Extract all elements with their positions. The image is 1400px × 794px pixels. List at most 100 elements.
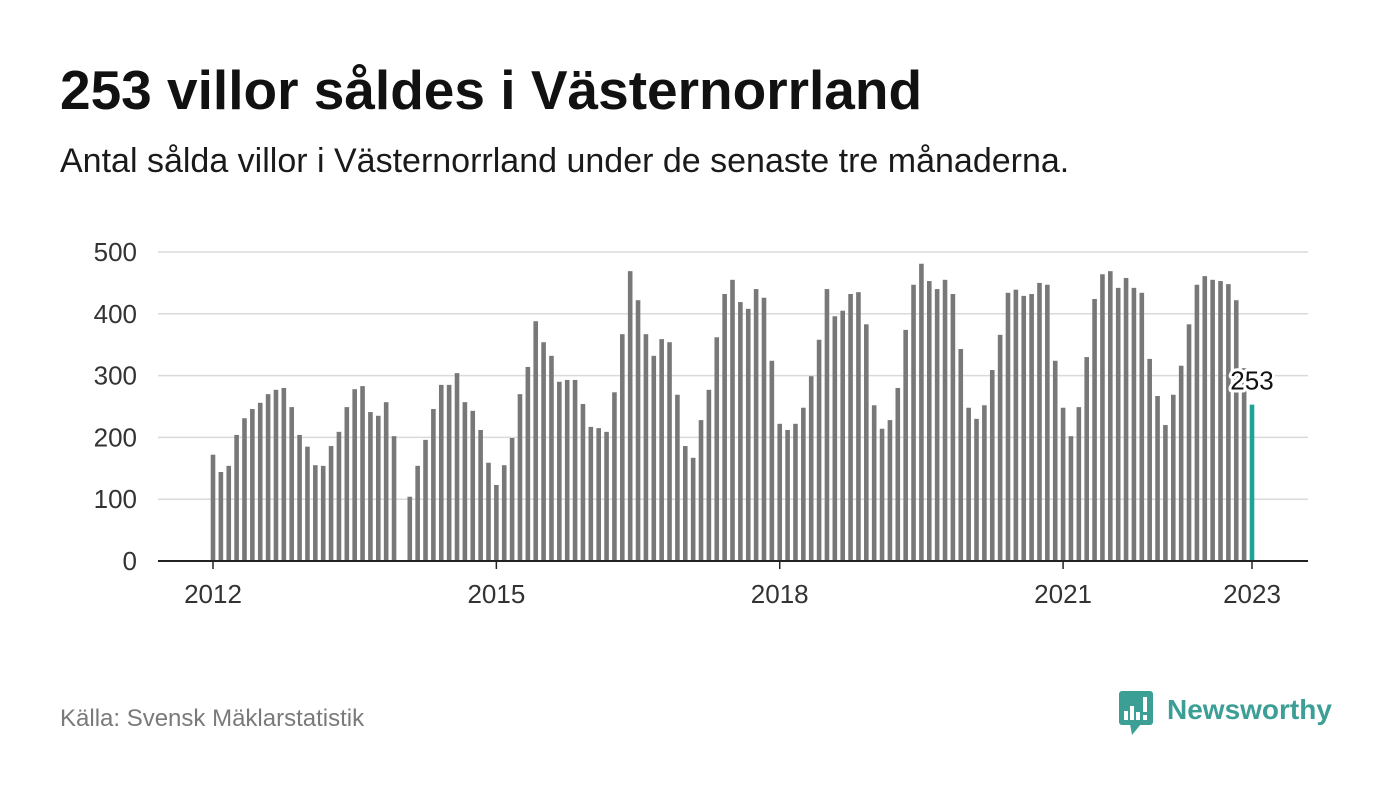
y-tick-label: 500 <box>94 237 137 267</box>
bar <box>313 465 318 561</box>
bar <box>281 387 287 561</box>
bar <box>375 415 381 561</box>
bar <box>738 302 743 561</box>
bar <box>1178 365 1184 561</box>
y-axis-labels: 0 100 200 300 400 500 <box>94 237 137 576</box>
bar <box>667 342 672 561</box>
bar <box>958 349 964 561</box>
bar <box>635 300 641 561</box>
bar <box>1068 436 1074 561</box>
bar <box>604 431 609 561</box>
bar <box>1131 287 1137 561</box>
value-label: 253 <box>1230 366 1273 396</box>
bar <box>265 394 271 561</box>
bar <box>1241 368 1247 561</box>
bar <box>1218 281 1223 561</box>
bar <box>320 465 326 561</box>
bar <box>415 465 420 561</box>
bar <box>745 308 751 561</box>
bar <box>1233 300 1239 561</box>
bar <box>675 394 680 561</box>
chart-subtitle: Antal sålda villor i Västernorrland unde… <box>60 142 1070 180</box>
bar <box>793 423 798 561</box>
brand-name: Newsworthy <box>1167 694 1332 725</box>
bar <box>989 370 995 561</box>
bar <box>454 373 460 561</box>
bar <box>517 394 523 561</box>
bar <box>360 386 365 561</box>
bar <box>1115 287 1121 561</box>
bar <box>682 446 688 561</box>
bar <box>974 418 979 561</box>
bar <box>596 428 601 561</box>
bars <box>210 263 1255 561</box>
bar <box>509 438 515 561</box>
bar <box>879 428 885 561</box>
bar <box>808 376 814 561</box>
bar <box>785 429 790 561</box>
bar <box>478 429 483 561</box>
bar <box>336 431 342 561</box>
bar <box>698 420 704 561</box>
bar <box>612 392 617 561</box>
newsworthy-logo-icon <box>1119 691 1153 735</box>
bar <box>218 472 224 561</box>
bar <box>1005 292 1011 561</box>
bar <box>1123 277 1129 561</box>
chart-title: 253 villor såldes i Västernorrland <box>60 59 923 121</box>
bar <box>407 496 413 561</box>
bar <box>848 294 853 561</box>
bar <box>856 292 861 561</box>
bar <box>486 462 491 561</box>
bar <box>391 436 397 561</box>
x-axis: 2012 2015 2018 2021 2023 <box>158 560 1308 609</box>
bar <box>289 407 295 561</box>
bar <box>368 412 373 561</box>
x-tick-label: 2021 <box>1034 579 1092 609</box>
bar <box>722 294 727 561</box>
bar <box>840 310 845 561</box>
bar <box>557 381 562 561</box>
bar <box>627 271 633 561</box>
highlight-bar <box>1249 404 1255 561</box>
bar <box>1045 284 1050 561</box>
bar <box>1194 284 1200 561</box>
bar <box>1052 360 1058 561</box>
bar <box>242 418 247 561</box>
bar <box>1060 407 1066 561</box>
bar <box>470 410 476 561</box>
bar <box>297 434 302 561</box>
bar <box>1163 425 1168 561</box>
y-tick-label: 200 <box>94 422 137 452</box>
bar <box>352 389 357 561</box>
newsworthy-logo: Newsworthy <box>1118 690 1340 738</box>
x-tick-label: 2018 <box>751 579 809 609</box>
bar <box>1170 394 1176 561</box>
bar <box>895 387 901 561</box>
bar <box>1139 292 1145 561</box>
bar <box>651 355 657 561</box>
annotation: 253 <box>1227 363 1276 399</box>
bar <box>864 324 869 561</box>
bar <box>423 439 428 561</box>
bar <box>620 334 625 561</box>
bar <box>871 405 877 561</box>
bar <box>706 389 712 561</box>
bar <box>525 366 531 561</box>
bar <box>1029 294 1034 561</box>
bar <box>1108 271 1113 561</box>
bar <box>816 339 822 561</box>
bar <box>533 321 539 561</box>
bar <box>501 465 507 561</box>
bar <box>549 355 554 561</box>
bar <box>926 281 932 561</box>
bar <box>659 339 664 561</box>
bar <box>777 423 783 561</box>
bar <box>588 426 594 561</box>
bar <box>942 279 948 561</box>
bar <box>1202 276 1208 561</box>
y-tick-label: 0 <box>123 546 137 576</box>
bar <box>226 465 232 561</box>
bar <box>234 434 239 561</box>
